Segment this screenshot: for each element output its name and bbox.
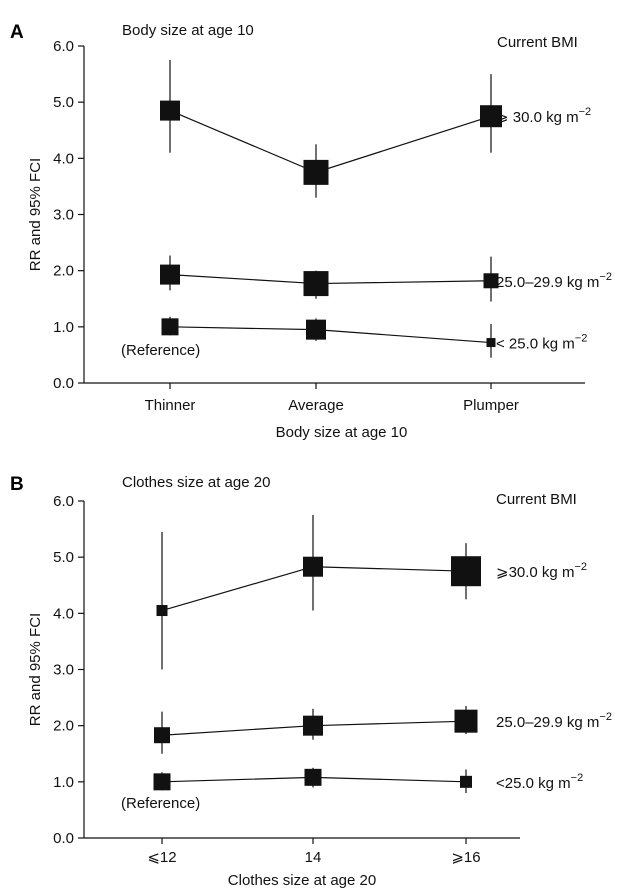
series-label-exponent: −2 (599, 711, 612, 723)
series-label-main: < 25.0 kg m (496, 336, 575, 353)
series-1: 25.0–29.9 kg m−2 (154, 706, 612, 754)
series-label: < 25.0 kg m−2 (496, 333, 587, 353)
reference-label: (Reference) (121, 795, 200, 812)
y-axis-label: RR and 95% FCI (27, 158, 44, 271)
series-label-exponent: −2 (575, 333, 588, 345)
y-tick-label: 1.0 (53, 774, 74, 791)
y-tick-label: 6.0 (53, 493, 74, 510)
series-2: < 25.0 kg m−2 (161, 316, 587, 358)
panel-b: B Clothes size at age 20 Current BMI 0.0 1.0… (10, 474, 612, 888)
data-point (306, 319, 326, 340)
series-1: 25.0–29.9 kg m−2 (160, 255, 612, 302)
x-tick-label: ⩾16 (451, 849, 480, 866)
data-point (483, 273, 499, 289)
y-tick-label: 2.0 (53, 718, 74, 735)
y-axis-label: RR and 95% FCI (27, 613, 44, 726)
y-tick-label: 1.0 (53, 319, 74, 336)
y-tick-label: 0.0 (53, 830, 74, 847)
data-point (156, 605, 168, 617)
series-label-main: 25.0–29.9 kg m (496, 274, 599, 291)
series-label: 25.0–29.9 kg m−2 (496, 711, 612, 731)
y-tick-label: 4.0 (53, 605, 74, 622)
data-point (303, 159, 329, 185)
y-tick-label: 4.0 (53, 150, 74, 167)
series-label: ⩾ 30.0 kg m−2 (496, 106, 591, 126)
x-tick-label: Average (288, 397, 344, 414)
series-0: ⩾ 30.0 kg m−2 (160, 60, 591, 198)
series-label: ⩾30.0 kg m−2 (496, 561, 587, 581)
series-label-exponent: −2 (579, 106, 592, 118)
series-label-exponent: −2 (571, 772, 584, 784)
panel-letter: B (10, 474, 24, 495)
series-line (169, 326, 492, 344)
series-2: <25.0 kg m−2 (153, 767, 583, 794)
data-point (153, 773, 171, 791)
y-tick-label: 5.0 (53, 94, 74, 111)
series-label-main: ⩾ 30.0 kg m (496, 109, 579, 126)
series-label-exponent: −2 (574, 561, 587, 573)
series-label-exponent: −2 (599, 271, 612, 283)
x-tick-label: ⩽12 (147, 849, 176, 866)
y-tick-label: 3.0 (53, 662, 74, 679)
data-point (161, 318, 179, 336)
x-tick-label: Plumper (463, 397, 519, 414)
data-point (303, 715, 323, 736)
data-point (160, 100, 180, 121)
series-0: ⩾30.0 kg m−2 (156, 515, 587, 670)
data-point (303, 556, 323, 577)
y-tick-label: 6.0 (53, 38, 74, 55)
data-point (480, 105, 502, 128)
y-tick-label: 2.0 (53, 263, 74, 280)
data-point (160, 264, 180, 285)
y-tick-label: 5.0 (53, 549, 74, 566)
panel-title: Clothes size at age 20 (122, 474, 270, 491)
data-point (454, 709, 478, 733)
series-label-main: ⩾30.0 kg m (496, 564, 574, 581)
y-tick-label: 0.0 (53, 375, 74, 392)
x-axis-label: Body size at age 10 (276, 424, 408, 441)
x-tick-label: 14 (305, 849, 322, 866)
data-point (486, 338, 496, 348)
panel-title: Body size at age 10 (122, 22, 254, 39)
legend-title: Current BMI (496, 491, 577, 508)
series-line (169, 110, 492, 174)
panel-letter: A (10, 22, 24, 43)
series-label-main: <25.0 kg m (496, 775, 571, 792)
data-point (304, 768, 322, 786)
data-point (154, 727, 170, 744)
series-label-main: 25.0–29.9 kg m (496, 714, 599, 731)
panel-a: A Body size at age 10 Current BMI 0.0 1.0 2.0… (10, 22, 612, 441)
data-point (303, 271, 329, 297)
data-point (460, 775, 472, 788)
series-label: 25.0–29.9 kg m−2 (496, 271, 612, 291)
x-tick-label: Thinner (145, 397, 196, 414)
reference-label: (Reference) (121, 342, 200, 359)
series-line (169, 273, 492, 285)
data-point (451, 556, 481, 587)
legend-title: Current BMI (497, 34, 578, 51)
series-label: <25.0 kg m−2 (496, 772, 583, 792)
x-axis-label: Clothes size at age 20 (228, 872, 376, 888)
y-tick-label: 3.0 (53, 207, 74, 224)
